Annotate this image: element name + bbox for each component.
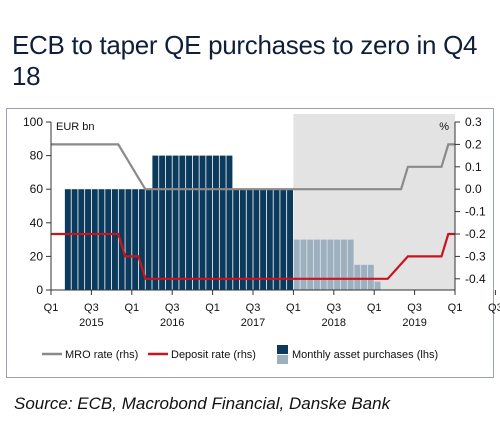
bar-1-15 (152, 155, 159, 290)
source-note: Source: ECB, Macrobond Financial, Danske… (14, 394, 391, 413)
left-tick-label: 100 (23, 115, 43, 129)
bar-4-46 (361, 264, 368, 290)
bar-1-16 (159, 155, 166, 290)
bar-2-32 (266, 189, 273, 290)
bar-3-42 (334, 239, 341, 290)
bar-1-21 (192, 155, 199, 290)
bar-0-11 (125, 189, 132, 290)
year-label: 2018 (322, 317, 346, 329)
left-tick-label: 20 (30, 249, 44, 263)
x-tick-label: Q3 (488, 302, 500, 314)
left-tick-label: 0 (36, 283, 43, 297)
bar-0-5 (85, 189, 91, 290)
x-tick-label: Q1 (205, 302, 220, 314)
bar-1-19 (179, 155, 186, 290)
x-tick-label: Q3 (84, 302, 99, 314)
bar-2-34 (280, 189, 287, 290)
left-tick-label: 60 (30, 182, 44, 196)
bar-5-48 (374, 281, 381, 290)
year-label: 2017 (241, 317, 265, 329)
right-tick-label: -0.4 (465, 272, 486, 286)
bar-2-28 (239, 189, 246, 290)
x-tick-label: Q1 (44, 302, 59, 314)
legend-bar-dark-swatch (277, 345, 288, 354)
bar-0-13 (138, 189, 145, 290)
x-tick-label: Q1 (367, 302, 382, 314)
x-tick-label: Q3 (165, 302, 180, 314)
bar-2-31 (260, 189, 267, 290)
bar-0-2 (64, 189, 71, 290)
bar-3-40 (320, 239, 327, 290)
x-tick-label: Q1 (448, 302, 463, 314)
right-tick-label: 0.2 (465, 137, 482, 151)
chart-frame (6, 108, 494, 378)
bar-2-30 (253, 189, 260, 290)
right-tick-label: 0.0 (465, 182, 482, 196)
bar-1-20 (186, 155, 192, 290)
bar-0-3 (71, 189, 78, 290)
legend-deposit-label: Deposit rate (rhs) (171, 349, 256, 361)
left-tick-label: 80 (30, 149, 44, 163)
bar-0-6 (91, 189, 98, 290)
year-label: 2016 (160, 317, 184, 329)
bar-3-39 (314, 239, 320, 290)
chart-title: ECB to taper QE purchases to zero in Q4 … (12, 30, 478, 91)
x-tick-label: Q1 (286, 302, 301, 314)
bar-4-47 (367, 264, 374, 290)
bar-0-4 (78, 189, 85, 290)
bar-0-7 (98, 189, 105, 290)
bar-1-22 (199, 155, 206, 290)
bar-2-33 (273, 189, 280, 290)
right-tick-label: -0.2 (465, 227, 486, 241)
series-line-mro (51, 143, 455, 191)
bar-1-23 (206, 155, 213, 290)
bar-2-29 (246, 189, 253, 290)
bar-3-37 (300, 239, 307, 290)
bar-1-24 (213, 155, 219, 290)
bar-0-8 (105, 189, 112, 290)
bar-3-44 (347, 239, 354, 290)
legend-mro-label: MRO rate (rhs) (65, 349, 138, 361)
year-label: 2015 (79, 317, 103, 329)
series-line-deposit (51, 232, 455, 280)
right-tick-label: -0.1 (465, 205, 486, 219)
bar-3-43 (340, 239, 347, 290)
bar-4-45 (354, 264, 361, 290)
right-tick-label: 0.1 (465, 160, 482, 174)
bar-1-25 (219, 155, 226, 290)
bar-0-12 (132, 189, 139, 290)
left-tick-label: 40 (30, 216, 44, 230)
bar-0-9 (112, 189, 118, 290)
legend-purchases-label: Monthly asset purchases (lhs) (292, 349, 438, 361)
right-tick-label: 0.3 (465, 115, 482, 129)
forecast-shade (293, 114, 455, 290)
bar-3-38 (307, 239, 314, 290)
x-tick-label: Q3 (407, 302, 422, 314)
year-label: 2019 (402, 317, 426, 329)
x-tick-label: Q1 (124, 302, 139, 314)
legend-bar-light-swatch (277, 355, 288, 364)
bar-3-41 (327, 239, 334, 290)
x-tick-label: Q3 (246, 302, 261, 314)
bar-2-27 (233, 189, 240, 290)
bar-2-35 (287, 189, 293, 290)
left-unit-label: EUR bn (56, 121, 95, 133)
x-tick-label: Q3 (326, 302, 341, 314)
right-tick-label: -0.3 (465, 249, 486, 263)
bar-3-36 (293, 239, 300, 290)
bar-1-26 (226, 155, 233, 290)
bar-1-17 (165, 155, 172, 290)
bar-0-14 (145, 189, 152, 290)
bar-1-18 (172, 155, 179, 290)
right-unit-label: % (439, 121, 449, 133)
bar-0-10 (118, 189, 125, 290)
